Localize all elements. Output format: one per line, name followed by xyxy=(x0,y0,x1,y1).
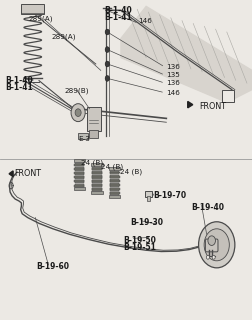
Bar xyxy=(147,196,150,201)
Text: B-1-41: B-1-41 xyxy=(5,83,33,92)
Bar xyxy=(92,168,102,170)
Circle shape xyxy=(199,222,235,268)
Circle shape xyxy=(206,255,209,259)
FancyBboxPatch shape xyxy=(205,239,218,252)
Bar xyxy=(110,183,119,187)
Bar xyxy=(110,192,120,194)
Circle shape xyxy=(105,61,110,67)
Bar xyxy=(91,191,103,194)
Text: B-19-50: B-19-50 xyxy=(123,236,156,245)
Bar xyxy=(110,184,120,186)
Text: B-19-60: B-19-60 xyxy=(37,262,70,271)
Text: 24 (B): 24 (B) xyxy=(120,169,142,175)
Bar xyxy=(109,167,120,170)
Bar xyxy=(110,172,120,173)
Bar xyxy=(92,175,102,179)
Circle shape xyxy=(105,47,110,52)
Bar xyxy=(92,188,102,190)
Bar xyxy=(74,164,84,166)
Text: 136: 136 xyxy=(166,80,180,86)
Bar xyxy=(110,171,119,174)
Text: 289(A): 289(A) xyxy=(29,15,53,22)
Text: 289(A): 289(A) xyxy=(52,34,76,40)
Bar xyxy=(74,180,84,182)
Text: B-1-41: B-1-41 xyxy=(105,13,132,22)
Bar xyxy=(74,168,84,170)
Bar xyxy=(75,180,84,183)
Bar xyxy=(109,195,120,198)
Circle shape xyxy=(208,236,215,245)
Text: E-3: E-3 xyxy=(78,136,90,142)
Polygon shape xyxy=(9,171,13,177)
Text: 24 (B): 24 (B) xyxy=(81,159,103,166)
Bar xyxy=(92,167,102,170)
Text: 146: 146 xyxy=(138,18,152,24)
Text: B-19-40: B-19-40 xyxy=(192,203,225,212)
Circle shape xyxy=(212,255,215,259)
Bar xyxy=(74,172,84,174)
Text: B-1-40: B-1-40 xyxy=(105,6,132,15)
Bar xyxy=(92,180,102,183)
Polygon shape xyxy=(188,101,193,108)
Circle shape xyxy=(204,229,229,261)
Bar xyxy=(78,133,88,139)
Text: B-19-30: B-19-30 xyxy=(130,218,163,227)
Circle shape xyxy=(105,76,110,81)
Text: FRONT: FRONT xyxy=(14,169,41,178)
Text: B-19-51: B-19-51 xyxy=(123,243,156,252)
Bar xyxy=(110,188,120,190)
Text: B-19-70: B-19-70 xyxy=(154,191,187,200)
Bar xyxy=(92,184,102,186)
Bar xyxy=(91,163,103,166)
Bar xyxy=(75,172,84,175)
Bar xyxy=(75,176,84,179)
Bar xyxy=(74,176,84,178)
Bar xyxy=(110,176,120,178)
Circle shape xyxy=(105,29,110,35)
Text: 24 (B): 24 (B) xyxy=(101,164,123,170)
Text: 136: 136 xyxy=(166,64,180,70)
Bar xyxy=(75,184,84,187)
Bar xyxy=(110,188,119,191)
Text: 289(B): 289(B) xyxy=(64,88,89,94)
Bar xyxy=(74,187,85,190)
Bar xyxy=(110,175,119,178)
Bar xyxy=(92,176,102,178)
Bar xyxy=(110,180,120,182)
Text: B-1-40: B-1-40 xyxy=(5,76,33,85)
Bar xyxy=(92,188,102,191)
Bar xyxy=(74,159,85,162)
Bar xyxy=(92,184,102,187)
FancyBboxPatch shape xyxy=(222,90,234,102)
Text: 135: 135 xyxy=(166,72,180,78)
Bar xyxy=(110,179,119,182)
Bar xyxy=(92,180,102,182)
Bar xyxy=(75,167,84,171)
Text: FRONT: FRONT xyxy=(199,102,226,111)
Bar xyxy=(110,192,119,195)
Bar xyxy=(74,185,84,187)
Text: 146: 146 xyxy=(166,90,180,96)
Bar xyxy=(75,163,84,166)
FancyBboxPatch shape xyxy=(21,4,44,14)
Bar xyxy=(145,191,152,197)
Polygon shape xyxy=(121,6,252,102)
Bar xyxy=(92,172,102,174)
Circle shape xyxy=(71,104,85,122)
Bar xyxy=(89,130,98,138)
Circle shape xyxy=(75,109,81,116)
Bar xyxy=(92,171,102,174)
Bar xyxy=(87,107,101,131)
